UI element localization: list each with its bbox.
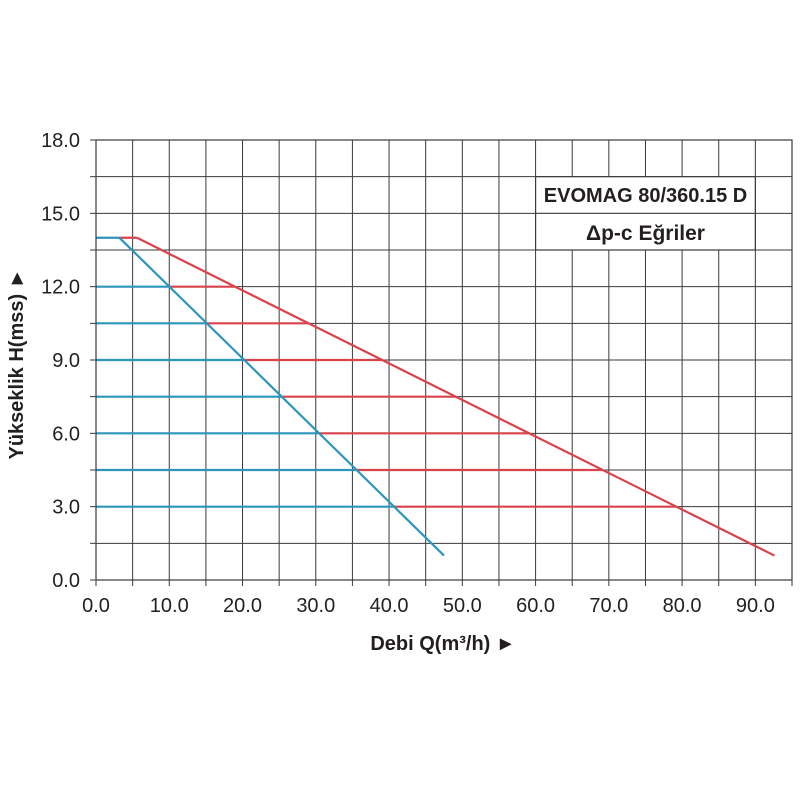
title-box: EVOMAG 80/360.15 D Δp-c Eğriler [534, 176, 756, 251]
y-tick-label: 3.0 [52, 497, 80, 519]
min-speed-curve [118, 236, 445, 557]
x-tick-label: 0.0 [82, 595, 110, 617]
plot-frame [95, 139, 793, 581]
max-speed-curve [136, 236, 775, 557]
setpoint-lines [96, 236, 677, 508]
x-axis-label: Debi Q(m³/h) ► [370, 633, 515, 655]
y-tick-label: 6.0 [52, 423, 80, 445]
x-tick-labels: 0.0 10.0 20.0 30.0 40.0 50.0 60.0 70.0 80.0 90.0 [82, 595, 775, 617]
x-tick-label: 90.0 [736, 595, 775, 617]
y-tick-label: 12.0 [41, 277, 80, 299]
y-tick-label: 9.0 [52, 350, 80, 372]
y-tick-label: 0.0 [52, 570, 80, 592]
x-tick-label: 20.0 [223, 595, 262, 617]
curves [118, 236, 775, 557]
y-tick-labels: 0.0 3.0 6.0 9.0 12.0 15.0 18.0 [41, 130, 80, 592]
x-tick-label: 80.0 [663, 595, 702, 617]
x-tick-label: 60.0 [516, 595, 555, 617]
x-tick-label: 30.0 [296, 595, 335, 617]
y-axis-label: Yükseklik H(mss) ► [6, 269, 28, 460]
y-tick-label: 18.0 [41, 130, 80, 152]
x-tick-label: 10.0 [150, 595, 189, 617]
axis-ticks [90, 139, 793, 586]
x-tick-label: 70.0 [589, 595, 628, 617]
x-tick-label: 50.0 [443, 595, 482, 617]
chart-title: EVOMAG 80/360.15 D [544, 185, 747, 207]
chart-subtitle: Δp-c Eğriler [586, 222, 705, 245]
y-tick-label: 15.0 [41, 203, 80, 225]
x-tick-label: 40.0 [370, 595, 409, 617]
